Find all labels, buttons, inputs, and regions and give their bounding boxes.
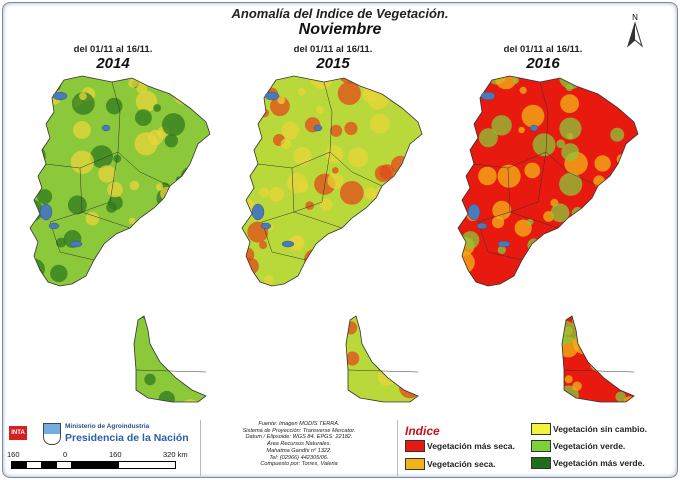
panel-period-2014: del 01/11 al 16/11. <box>73 44 153 55</box>
source-line: Datum / Elipsoide: WGS 84. EPGS: 22182. <box>245 434 353 441</box>
source-info: Fuente: Imagen MODIS TERRA. Sistema de P… <box>200 420 398 476</box>
legend-swatch-seca <box>405 458 425 470</box>
scale-segment <box>71 461 119 469</box>
legend: Indice Vegetación más seca. Vegetación s… <box>397 420 675 475</box>
source-line: Compuesto por: Torres, Valeria <box>260 461 338 468</box>
vegetation-map-2014 <box>29 75 211 403</box>
source-line: Fuente: Imagen MODIS TERRA. <box>258 421 340 427</box>
logo-area: INTA Ministerio de Agroindustria Preside… <box>5 420 197 450</box>
legend-swatch-verde <box>531 440 551 452</box>
panel-year-2016: 2016 <box>526 55 560 72</box>
source-line: Área Recursos Naturales. <box>266 441 332 448</box>
national-shield-icon <box>43 423 61 445</box>
ministerio-label: Ministerio de Agroindustria <box>65 423 150 430</box>
legend-label-seca: Vegetación seca. <box>427 459 496 469</box>
scale-segment <box>118 461 176 469</box>
map-month: Noviembre <box>298 21 382 38</box>
legend-label-mas-verde: Vegetación más verde. <box>553 458 645 468</box>
panel-period-2016: del 01/11 al 16/11. <box>503 44 583 55</box>
legend-swatch-mas-verde <box>531 457 551 469</box>
panel-year-2014: 2014 <box>96 55 130 72</box>
legend-swatch-mas-seca <box>405 440 425 452</box>
presidencia-label: Presidencia de la Nación <box>65 432 189 444</box>
scale-label: 160 <box>109 450 122 459</box>
inta-logo: INTA <box>9 426 27 440</box>
source-line: Sistema de Proyección: Transverse Mercat… <box>242 427 356 434</box>
scale-label: 320 km <box>163 450 188 459</box>
scale-bar: 160 0 160 320 km <box>5 450 197 474</box>
scale-segment <box>56 461 72 469</box>
vegetation-map-2016 <box>457 75 639 403</box>
scale-segment <box>26 461 42 469</box>
north-label: N <box>632 13 638 22</box>
source-line: Mahatma Gandhi nº 1322. <box>266 447 332 454</box>
legend-label-verde: Vegetación verde. <box>553 441 626 451</box>
scale-label: 160 <box>7 450 20 459</box>
panel-year-2015: 2015 <box>316 55 350 72</box>
legend-label-mas-seca: Vegetación más seca. <box>427 441 515 451</box>
scale-segment <box>41 461 57 469</box>
map-title: Anomalía del Indice de Vegetación. <box>231 6 449 21</box>
panel-period-2015: del 01/11 al 16/11. <box>293 44 373 55</box>
north-arrow-icon: N <box>627 13 643 48</box>
scale-segment <box>11 461 27 469</box>
legend-swatch-sin-cambio <box>531 423 551 435</box>
vegetation-map-2015 <box>241 75 423 403</box>
legend-title: Indice <box>405 424 440 438</box>
legend-label-sin-cambio: Vegetación sin cambio. <box>553 424 648 434</box>
scale-label: 0 <box>63 450 68 459</box>
source-line: Tel: (02966) 442305/06. <box>269 454 329 461</box>
